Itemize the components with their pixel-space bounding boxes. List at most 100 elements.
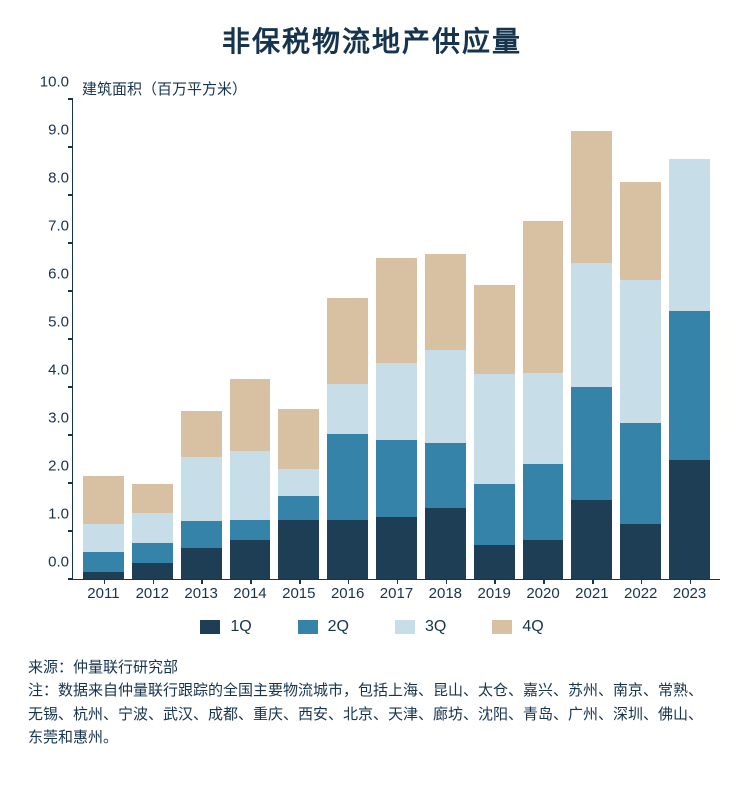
legend-swatch (200, 620, 220, 634)
bar-segment-3Q (83, 524, 124, 552)
bar-segment-2Q (669, 311, 710, 460)
y-tick-label: 0.0 (29, 554, 69, 571)
bar-segment-4Q (523, 221, 564, 372)
legend-swatch (395, 620, 415, 634)
x-tick-mark (690, 579, 692, 584)
bar-segment-1Q (181, 548, 222, 579)
bar-segment-3Q (132, 513, 173, 543)
bar-segment-2Q (620, 423, 661, 524)
bar-segment-3Q (278, 469, 319, 497)
bar-segment-2Q (278, 496, 319, 520)
legend-swatch (492, 620, 512, 634)
note-line: 注：数据来自仲量联行跟踪的全国主要物流城市，包括上海、昆山、太仓、嘉兴、苏州、南… (28, 679, 716, 749)
note-text: 数据来自仲量联行跟踪的全国主要物流城市，包括上海、昆山、太仓、嘉兴、苏州、南京、… (28, 682, 703, 746)
bar-segment-3Q (376, 363, 417, 440)
bar-segment-4Q (230, 379, 271, 451)
bar-segment-2Q (83, 552, 124, 572)
source-text: 仲量联行研究部 (73, 659, 178, 676)
bar-segment-2Q (376, 440, 417, 517)
legend-label: 1Q (230, 618, 251, 636)
bar-segment-2Q (327, 434, 368, 520)
y-tick-label: 4.0 (29, 362, 69, 379)
y-tick-label: 6.0 (29, 266, 69, 283)
bar-column: 2019 (474, 285, 515, 579)
y-tick-label: 9.0 (29, 122, 69, 139)
bar-segment-1Q (620, 524, 661, 579)
x-category-label: 2011 (87, 585, 119, 602)
y-tick-label: 2.0 (29, 458, 69, 475)
legend-item-4Q: 4Q (492, 618, 543, 636)
y-tick-mark (68, 146, 73, 148)
legend-item-2Q: 2Q (298, 618, 349, 636)
y-tick-mark (68, 482, 73, 484)
bar-segment-2Q (132, 543, 173, 563)
bar-segment-4Q (83, 476, 124, 524)
bar-segment-4Q (181, 411, 222, 457)
x-category-label: 2014 (233, 585, 266, 602)
bar-column: 2021 (571, 131, 612, 579)
bar-segment-1Q (83, 572, 124, 579)
y-tick-mark (68, 98, 73, 100)
bar-segment-2Q (230, 520, 271, 539)
bar-segment-4Q (278, 409, 319, 469)
bar-column: 2014 (230, 379, 271, 579)
bar-segment-3Q (620, 280, 661, 423)
bar-segment-2Q (181, 521, 222, 547)
bar-column: 2023 (669, 159, 710, 579)
bar-segment-2Q (523, 464, 564, 540)
legend-label: 4Q (522, 618, 543, 636)
bar-segment-1Q (474, 545, 515, 579)
legend-label: 2Q (328, 618, 349, 636)
bar-segment-3Q (181, 457, 222, 522)
y-tick-label: 7.0 (29, 218, 69, 235)
x-category-label: 2019 (477, 585, 510, 602)
x-tick-mark (250, 579, 252, 584)
bar-segment-4Q (132, 484, 173, 513)
bar-segment-1Q (278, 520, 319, 579)
y-tick-label: 5.0 (29, 314, 69, 331)
y-axis-label: 建筑面积（百万平方米） (82, 78, 247, 99)
legend-swatch (298, 620, 318, 634)
legend-item-1Q: 1Q (200, 618, 251, 636)
y-tick-mark (68, 530, 73, 532)
x-category-label: 2016 (331, 585, 364, 602)
bar-segment-3Q (571, 263, 612, 387)
x-tick-mark (299, 579, 301, 584)
x-category-label: 2020 (526, 585, 559, 602)
y-tick-label: 8.0 (29, 170, 69, 187)
x-category-label: 2022 (624, 585, 657, 602)
bar-segment-4Q (327, 298, 368, 383)
legend: 1Q 2Q 3Q 4Q (28, 618, 716, 636)
footnotes: 来源：仲量联行研究部 注：数据来自仲量联行跟踪的全国主要物流城市，包括上海、昆山… (28, 656, 716, 749)
bar-column: 2022 (620, 182, 661, 579)
legend-item-3Q: 3Q (395, 618, 446, 636)
x-category-label: 2012 (136, 585, 169, 602)
y-tick-label: 10.0 (29, 74, 69, 91)
x-tick-row (73, 579, 720, 584)
x-tick-mark (397, 579, 399, 584)
x-tick-mark (201, 579, 203, 584)
bar-column: 2020 (523, 221, 564, 579)
x-category-label: 2023 (673, 585, 706, 602)
bar-segment-2Q (425, 443, 466, 508)
source-line: 来源：仲量联行研究部 (28, 656, 716, 679)
x-category-label: 2021 (575, 585, 608, 602)
y-tick-mark (68, 434, 73, 436)
x-tick-mark (104, 579, 106, 584)
y-tick-mark (68, 290, 73, 292)
bar-segment-3Q (523, 373, 564, 464)
x-tick-mark (348, 579, 350, 584)
x-category-label: 2017 (380, 585, 413, 602)
bar-column: 2017 (376, 258, 417, 579)
bar-segment-2Q (474, 484, 515, 545)
bar-segment-3Q (425, 350, 466, 444)
x-category-label: 2015 (282, 585, 315, 602)
chart-container: 建筑面积（百万平方米） 2011201220132014201520162017… (28, 78, 716, 580)
chart-title: 非保税物流地产供应量 (28, 20, 716, 60)
bar-segment-1Q (132, 563, 173, 579)
y-tick-label: 3.0 (29, 410, 69, 427)
y-tick-mark (68, 242, 73, 244)
x-tick-mark (641, 579, 643, 584)
bar-segment-1Q (523, 540, 564, 579)
x-tick-mark (494, 579, 496, 584)
